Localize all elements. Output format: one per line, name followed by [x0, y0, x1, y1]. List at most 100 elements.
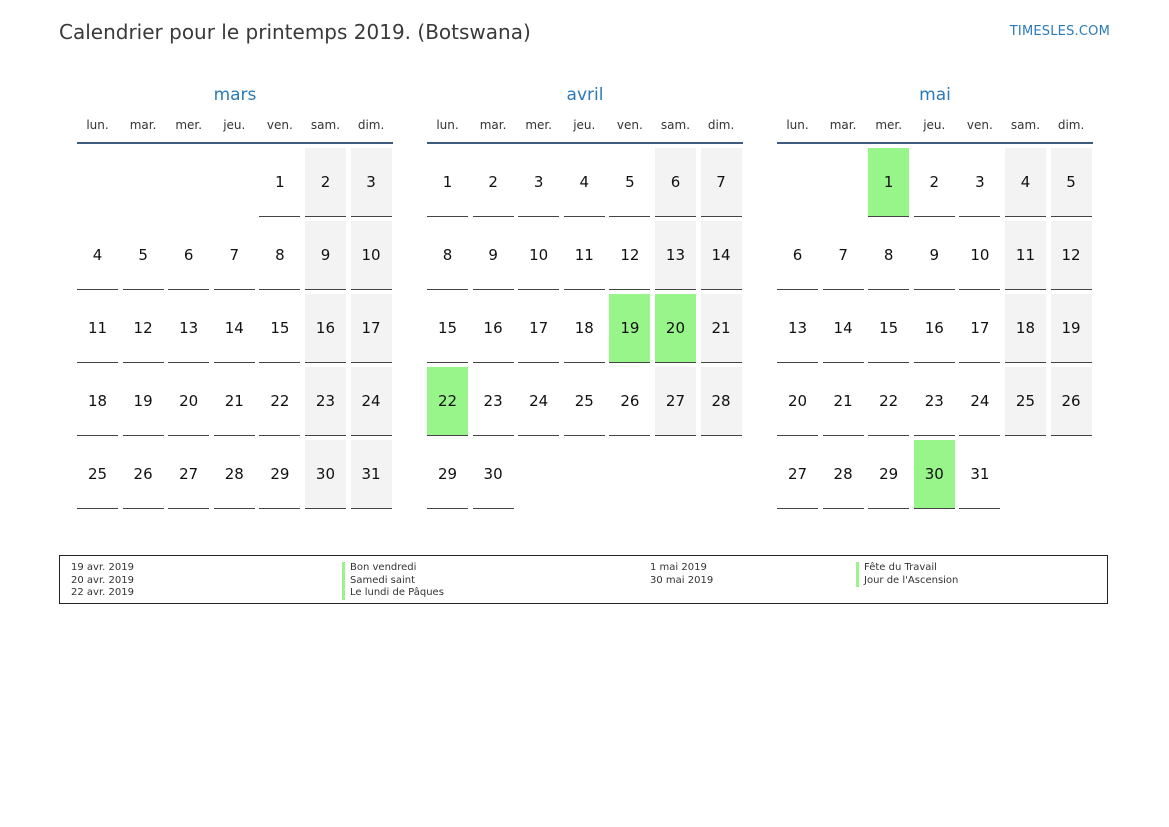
day-cell[interactable]: 6: [777, 221, 818, 290]
day-cell[interactable]: 25: [77, 440, 118, 509]
day-cell[interactable]: 30: [304, 440, 346, 509]
day-cell[interactable]: 22: [259, 367, 301, 436]
day-cell[interactable]: 25: [563, 367, 605, 436]
day-cell[interactable]: 28: [822, 440, 864, 509]
day-cell[interactable]: 8: [868, 221, 910, 290]
day-cell[interactable]: 12: [1050, 221, 1092, 290]
day-cell[interactable]: 9: [304, 221, 346, 290]
day-cell[interactable]: 22: [868, 367, 910, 436]
weekday-label: mer.: [175, 118, 203, 132]
day-cell[interactable]: 4: [563, 148, 605, 217]
holiday-day-cell[interactable]: 20: [654, 294, 696, 363]
day-cell[interactable]: 1: [259, 148, 301, 217]
day-cell[interactable]: 18: [1004, 294, 1046, 363]
day-cell[interactable]: 17: [350, 294, 392, 363]
day-cell[interactable]: 2: [304, 148, 346, 217]
day-cell[interactable]: 15: [868, 294, 910, 363]
day-cell[interactable]: 23: [304, 367, 346, 436]
day-cell[interactable]: 11: [1004, 221, 1046, 290]
empty-day-cell: [214, 148, 255, 217]
day-cell[interactable]: 9: [913, 221, 955, 290]
day-cell[interactable]: 14: [700, 221, 742, 290]
day-cell[interactable]: 7: [822, 221, 864, 290]
day-cell[interactable]: 27: [777, 440, 818, 509]
day-cell[interactable]: 15: [259, 294, 301, 363]
weekday-label: lun.: [436, 118, 459, 132]
day-cell[interactable]: 27: [168, 440, 210, 509]
day-cell[interactable]: 2: [913, 148, 955, 217]
day-cell[interactable]: 21: [213, 367, 255, 436]
day-cell[interactable]: 19: [1050, 294, 1092, 363]
day-cell[interactable]: 11: [563, 221, 605, 290]
day-cell[interactable]: 6: [654, 148, 696, 217]
weekday-label: jeu.: [923, 118, 946, 132]
day-cell[interactable]: 2: [472, 148, 514, 217]
day-cell[interactable]: 31: [350, 440, 392, 509]
day-cell[interactable]: 3: [518, 148, 560, 217]
day-cell[interactable]: 20: [777, 367, 818, 436]
holiday-day-cell[interactable]: 19: [609, 294, 651, 363]
day-cell[interactable]: 23: [472, 367, 514, 436]
weekday-label: ven.: [966, 118, 993, 132]
day-cell[interactable]: 18: [563, 294, 605, 363]
day-cell[interactable]: 12: [609, 221, 651, 290]
day-cell[interactable]: 7: [213, 221, 255, 290]
legend-dates: 19 avr. 2019 20 avr. 2019 22 avr. 2019: [71, 562, 134, 600]
day-cell[interactable]: 17: [959, 294, 1001, 363]
empty-day-cell: [1051, 440, 1092, 509]
day-cell[interactable]: 20: [168, 367, 210, 436]
day-cell[interactable]: 29: [868, 440, 910, 509]
day-cell[interactable]: 13: [168, 294, 210, 363]
day-cell[interactable]: 10: [350, 221, 392, 290]
day-cell[interactable]: 5: [122, 221, 164, 290]
day-cell[interactable]: 8: [427, 221, 468, 290]
holiday-day-cell[interactable]: 1: [868, 148, 910, 217]
holiday-day-cell[interactable]: 30: [913, 440, 955, 509]
day-cell[interactable]: 3: [959, 148, 1001, 217]
day-cell[interactable]: 7: [700, 148, 742, 217]
day-cell[interactable]: 21: [700, 294, 742, 363]
holiday-day-cell[interactable]: 22: [427, 367, 468, 436]
day-cell[interactable]: 5: [1050, 148, 1092, 217]
day-cell[interactable]: 10: [959, 221, 1001, 290]
day-cell[interactable]: 26: [609, 367, 651, 436]
day-cell[interactable]: 24: [518, 367, 560, 436]
day-cell[interactable]: 4: [1004, 148, 1046, 217]
day-cell[interactable]: 9: [472, 221, 514, 290]
day-cell[interactable]: 18: [77, 367, 118, 436]
day-cell[interactable]: 13: [777, 294, 818, 363]
day-cell[interactable]: 25: [1004, 367, 1046, 436]
day-cell[interactable]: 31: [959, 440, 1001, 509]
day-cell[interactable]: 3: [350, 148, 392, 217]
day-cell[interactable]: 17: [518, 294, 560, 363]
day-cell[interactable]: 26: [122, 440, 164, 509]
day-cell[interactable]: 29: [427, 440, 468, 509]
day-cell[interactable]: 13: [654, 221, 696, 290]
day-cell[interactable]: 14: [213, 294, 255, 363]
day-cell[interactable]: 8: [259, 221, 301, 290]
day-cell[interactable]: 4: [77, 221, 118, 290]
day-cell[interactable]: 6: [168, 221, 210, 290]
day-cell[interactable]: 11: [77, 294, 118, 363]
day-cell[interactable]: 16: [304, 294, 346, 363]
day-cell[interactable]: 23: [913, 367, 955, 436]
day-cell[interactable]: 21: [822, 367, 864, 436]
day-cell[interactable]: 24: [350, 367, 392, 436]
day-cell[interactable]: 5: [609, 148, 651, 217]
day-cell[interactable]: 16: [472, 294, 514, 363]
day-cell[interactable]: 10: [518, 221, 560, 290]
day-cell[interactable]: 30: [472, 440, 514, 509]
day-cell[interactable]: 26: [1050, 367, 1092, 436]
site-link[interactable]: TIMESLES.COM: [1009, 24, 1110, 39]
day-cell[interactable]: 28: [700, 367, 742, 436]
day-cell[interactable]: 1: [427, 148, 468, 217]
day-cell[interactable]: 19: [122, 367, 164, 436]
day-cell[interactable]: 14: [822, 294, 864, 363]
day-cell[interactable]: 15: [427, 294, 468, 363]
day-cell[interactable]: 12: [122, 294, 164, 363]
day-cell[interactable]: 16: [913, 294, 955, 363]
day-cell[interactable]: 27: [654, 367, 696, 436]
day-cell[interactable]: 28: [213, 440, 255, 509]
day-cell[interactable]: 24: [959, 367, 1001, 436]
day-cell[interactable]: 29: [259, 440, 301, 509]
